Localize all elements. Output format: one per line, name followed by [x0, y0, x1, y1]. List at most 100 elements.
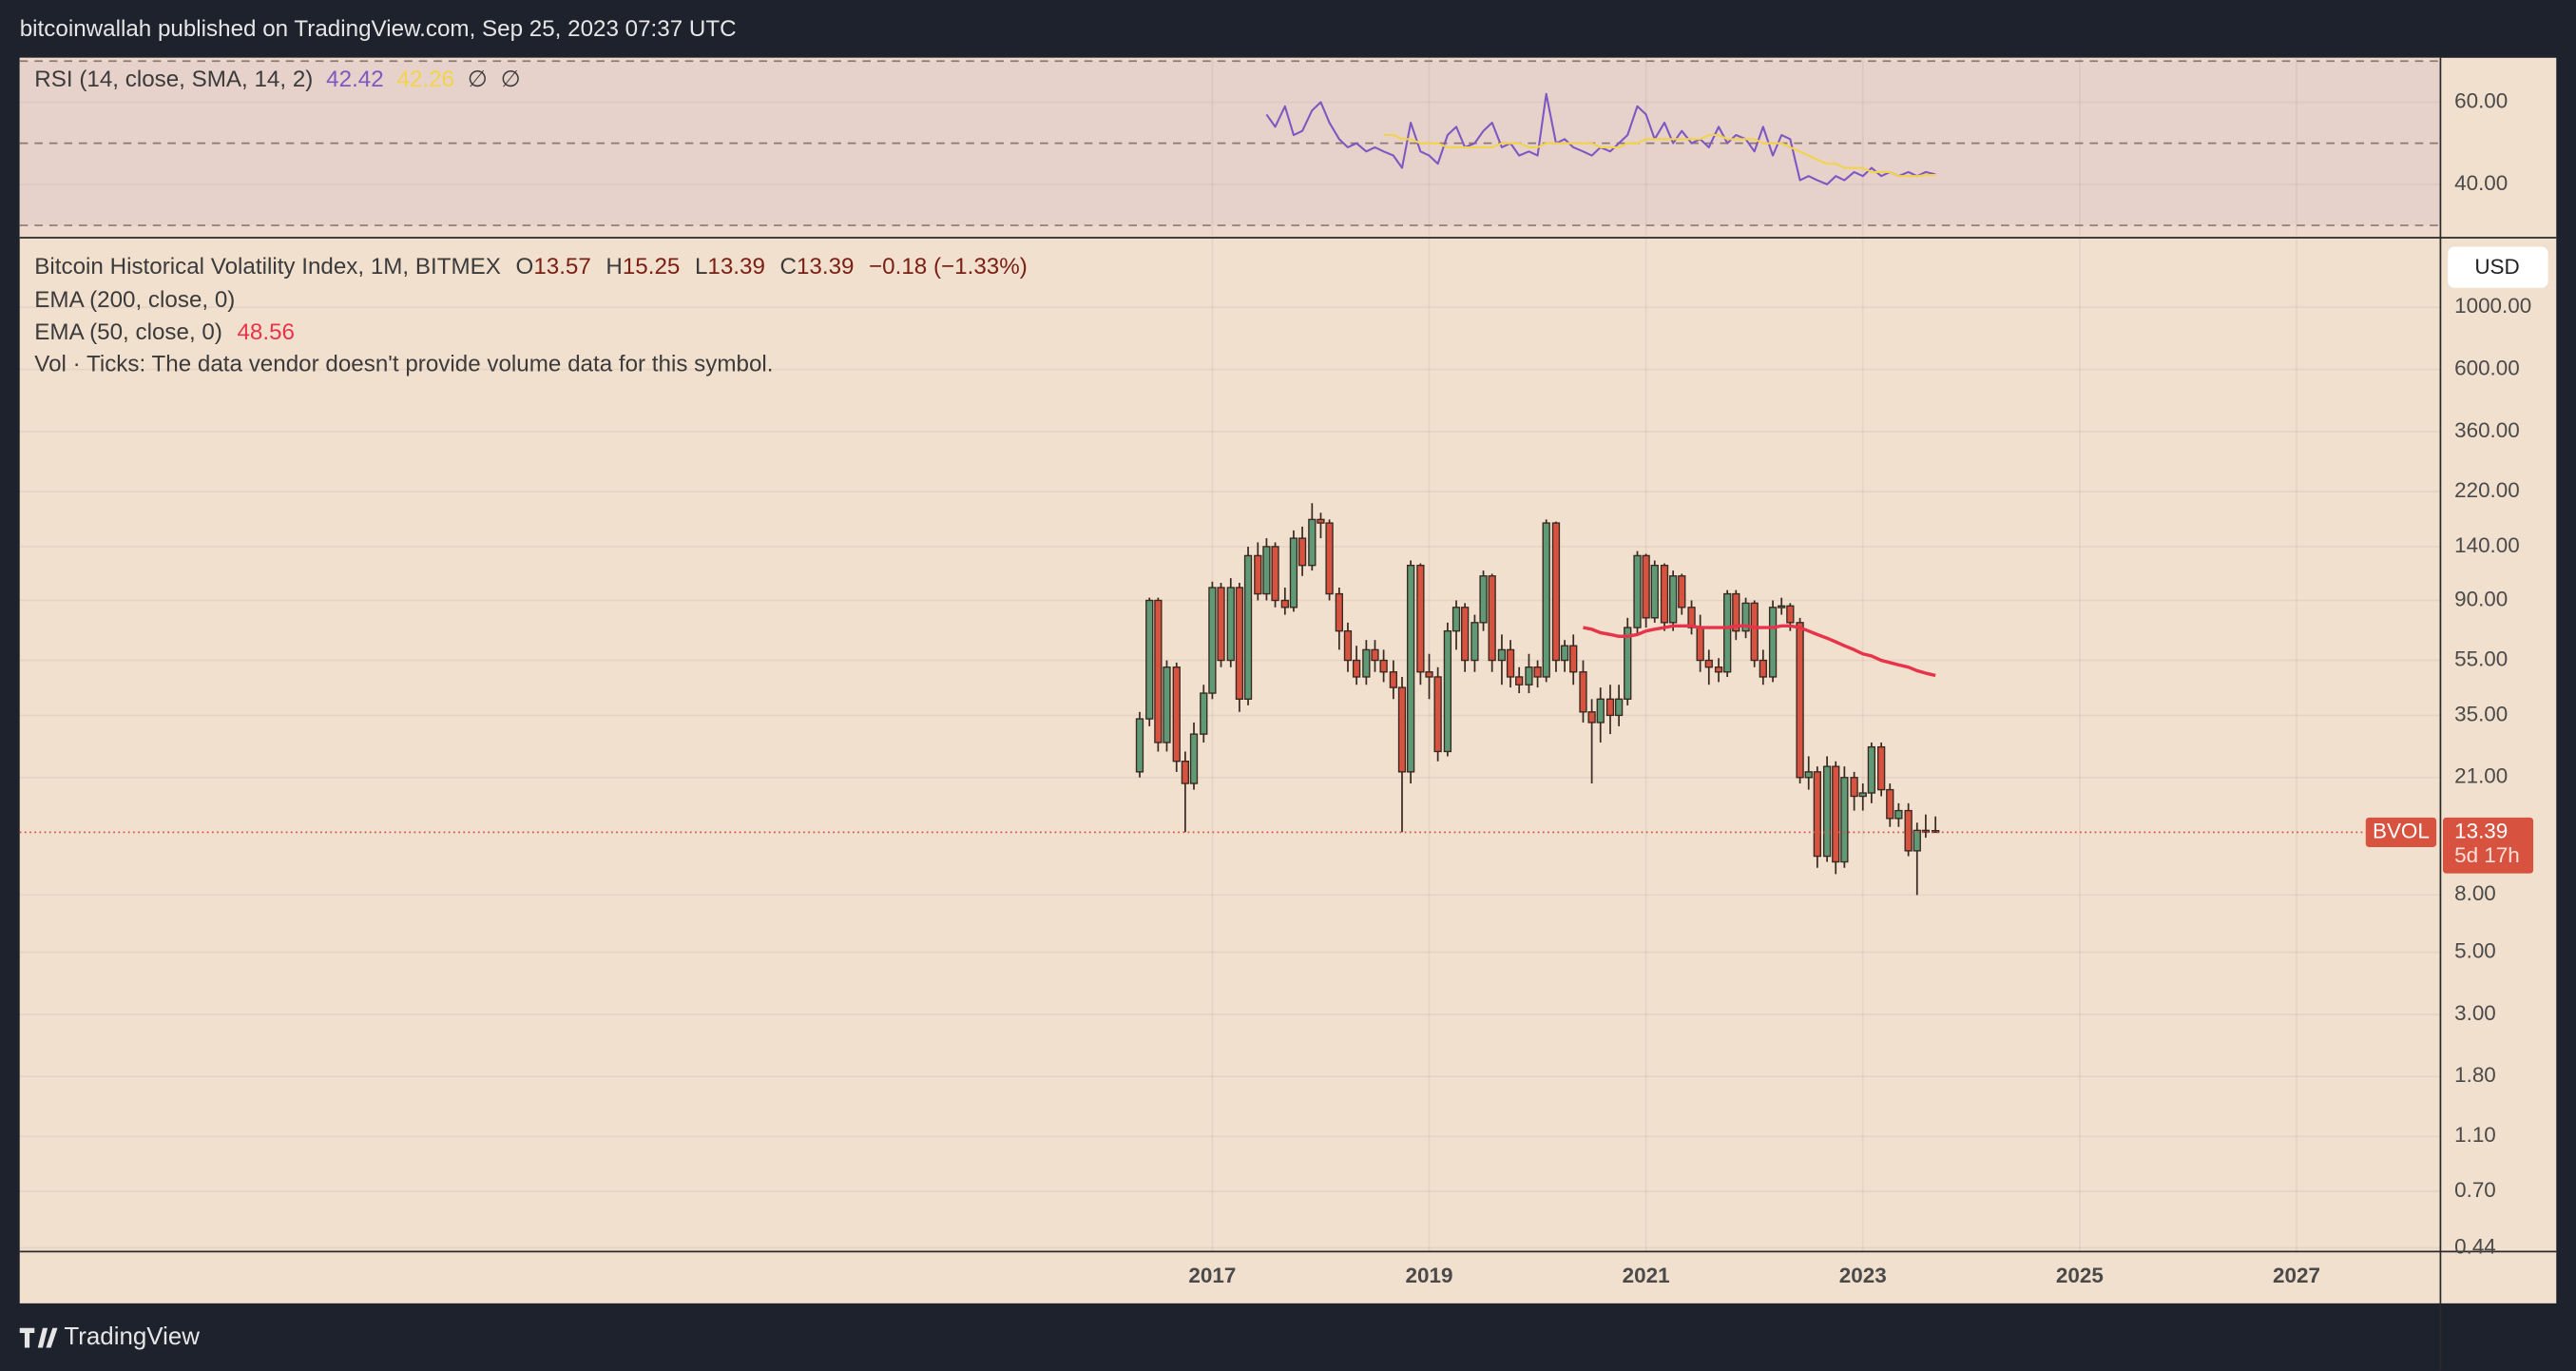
candle-body: [1904, 809, 1913, 852]
symbol-tag: [2365, 817, 2437, 847]
candle-body: [1876, 745, 1886, 791]
candle-body: [1813, 771, 1821, 858]
symbol-tag-label: BVOL: [2373, 819, 2430, 842]
candle-body: [1669, 575, 1678, 624]
y-tick-label: 1000.00: [2454, 294, 2531, 318]
x-tick-label: 2023: [1839, 1264, 1887, 1287]
candle-body: [1325, 522, 1334, 595]
candle-body: [1560, 645, 1569, 662]
y-tick-label: 1.10: [2454, 1123, 2496, 1147]
rsi-sma-line: [1383, 133, 1936, 178]
candle-body: [1135, 718, 1144, 773]
candle-body: [1488, 575, 1496, 662]
rsi-name: RSI (14, close, SMA, 14, 2): [34, 67, 313, 92]
candle-body: [1217, 587, 1225, 662]
candle-body: [1189, 733, 1199, 784]
candle-body: [1262, 546, 1271, 595]
rsi-tick-label: 40.00: [2454, 171, 2508, 195]
currency-label[interactable]: USD: [2474, 255, 2519, 279]
rsi-tick-label: 60.00: [2454, 88, 2508, 112]
ohlc-value: 13.57: [533, 254, 591, 280]
symbol-legend: Bitcoin Historical Volatility Index, 1M,…: [34, 254, 1028, 280]
candle-body: [1406, 564, 1415, 773]
candle-body: [1226, 587, 1235, 662]
rsi-pane-background: [19, 57, 2440, 238]
candle-body: [1732, 592, 1740, 632]
y-tick-label: 55.00: [2454, 647, 2508, 670]
candle-body: [1840, 777, 1849, 863]
candle-body: [1587, 711, 1596, 724]
y-tick-label: 0.44: [2454, 1235, 2496, 1259]
candle-body: [1579, 671, 1587, 713]
candle-body: [1714, 666, 1723, 673]
candle-body: [1379, 659, 1388, 673]
candle-body: [1921, 829, 1931, 833]
candle-body: [1741, 602, 1750, 632]
x-tick-label: 2027: [2273, 1264, 2320, 1287]
candle-body: [1858, 792, 1867, 798]
y-tick-label: 140.00: [2454, 533, 2520, 557]
candle-body: [1687, 607, 1696, 628]
candle-body: [1335, 592, 1343, 632]
candle-body: [1308, 518, 1317, 567]
candle-body: [1497, 648, 1507, 662]
ohlc-label: H: [606, 254, 622, 280]
candle-body: [1433, 676, 1442, 753]
candle-body: [1886, 788, 1894, 820]
candle-body: [1243, 554, 1253, 700]
candle-body: [1343, 629, 1353, 662]
x-tick-label: 2021: [1623, 1264, 1670, 1287]
candle-body: [1200, 692, 1208, 735]
candle-body: [1704, 659, 1713, 668]
brand-name: TradingView: [64, 1323, 200, 1350]
currency-button[interactable]: [2448, 246, 2548, 288]
y-tick-label: 0.70: [2454, 1178, 2496, 1202]
candle-body: [1289, 537, 1298, 608]
candle-body: [1533, 666, 1542, 678]
candle-body: [1298, 537, 1307, 567]
candle-body: [1867, 745, 1876, 794]
candle-body: [1642, 554, 1650, 619]
y-tick-label: 600.00: [2454, 357, 2520, 380]
y-tick-label: 3.00: [2454, 1001, 2496, 1025]
chart-background: [19, 57, 2557, 1303]
candle-body: [1362, 648, 1371, 678]
ema200-legend: EMA (200, close, 0): [34, 287, 235, 313]
candle-body: [1542, 522, 1550, 678]
ohlc-label: O: [515, 254, 533, 280]
rsi-legend: RSI (14, close, SMA, 14, 2) 42.42 42.26 ∅ ∅: [34, 67, 521, 92]
candle-body: [1778, 605, 1786, 608]
candle-body: [1352, 659, 1361, 678]
candle-body: [1832, 765, 1840, 863]
candle-body: [1371, 648, 1379, 662]
logo-mark: [19, 1327, 58, 1348]
price-tag-label: 13.39: [2454, 819, 2508, 842]
ema-name: EMA (50, close, 0): [34, 320, 222, 346]
candle-body: [1894, 809, 1903, 820]
candle-body: [1145, 599, 1154, 720]
candle-body: [1850, 777, 1858, 798]
y-tick-label: 90.00: [2454, 587, 2508, 610]
candle-body: [1254, 554, 1262, 595]
candle-body: [1660, 564, 1669, 624]
y-tick-label: 35.00: [2454, 702, 2508, 725]
rsi-flag: ∅: [501, 67, 521, 92]
publish-info: bitcoinwallah published on TradingView.c…: [20, 16, 737, 42]
change: −0.18 (−1.33%): [869, 254, 1028, 280]
y-tick-label: 360.00: [2454, 418, 2520, 442]
y-tick-label: 8.00: [2454, 881, 2496, 905]
candle-body: [1696, 627, 1704, 662]
candle-body: [1416, 564, 1425, 673]
candle-body: [1723, 592, 1732, 673]
candle-body: [1822, 765, 1832, 858]
candle-body: [1389, 671, 1398, 688]
candle-body: [1172, 666, 1181, 763]
ohlc-value: 15.25: [623, 254, 681, 280]
candle-body: [1678, 575, 1686, 608]
y-tick-label: 220.00: [2454, 478, 2520, 502]
candle-body: [1913, 829, 1921, 852]
candle-body: [1154, 599, 1163, 743]
ema-line: [1583, 624, 1936, 678]
